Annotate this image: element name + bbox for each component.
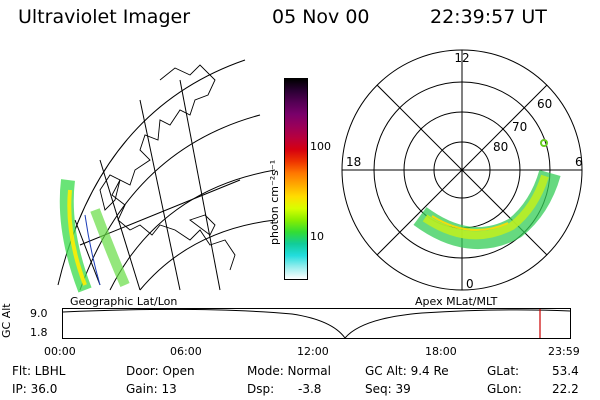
coastline-island — [99, 174, 121, 211]
timeline-frame — [62, 308, 571, 339]
colorbar-tick-10: 10 — [310, 230, 324, 243]
status-flt: Flt: LBHL — [12, 364, 66, 378]
map-graticule-blue — [84, 214, 101, 286]
status-seq: Seq: 39 — [365, 382, 411, 396]
coastline-sea — [189, 214, 216, 236]
time-label: 22:39:57 UT — [430, 6, 547, 28]
mlt-label-18: 18 — [346, 155, 361, 169]
status-glat-value: 53.4 — [552, 364, 579, 378]
lat-arc-3 — [109, 169, 275, 291]
lat-label-80: 80 — [493, 140, 508, 154]
colorbar-unit-label: photon cm⁻²s⁻¹ — [268, 159, 281, 245]
status-glon-value: 22.2 — [552, 382, 579, 396]
geographic-map — [57, 59, 275, 293]
coastline-north — [111, 64, 236, 271]
mlt-label-12: 12 — [454, 51, 469, 65]
lat-arc-1 — [57, 59, 246, 286]
timeline-xtick-2359: 23:59 — [548, 345, 580, 358]
lat-arc-2 — [79, 114, 261, 291]
lon-line-4 — [179, 79, 221, 291]
lat-arc-4 — [139, 219, 275, 291]
status-gain: Gain: 13 — [126, 382, 177, 396]
status-door: Door: Open — [126, 364, 195, 378]
timeline-y-label: GC Alt — [0, 303, 13, 338]
status-glon-label: GLon: — [487, 382, 522, 396]
date-label: 05 Nov 00 — [272, 6, 370, 28]
polar-plot-label: Apex MLat/MLT — [415, 295, 498, 308]
lon-line-2 — [99, 159, 141, 291]
timeline-xtick-1800: 18:00 — [425, 345, 457, 358]
status-mode: Mode: Normal — [247, 364, 331, 378]
polar-axis-diag-2 — [376, 84, 548, 256]
colorbar-tick-100: 100 — [310, 140, 331, 153]
mlt-label-6: 6 — [575, 155, 583, 169]
lon-line-3 — [139, 99, 181, 291]
geographic-map-label: Geographic Lat/Lon — [70, 295, 178, 308]
colorbar — [284, 78, 308, 280]
status-glat-label: GLat: — [487, 364, 520, 378]
status-ip: IP: 36.0 — [12, 382, 58, 396]
status-dsp-label: Dsp: — [247, 382, 275, 396]
timeline-xtick-1200: 12:00 — [297, 345, 329, 358]
aurora-oval-core — [422, 174, 549, 240]
timeline-xtick-0600: 06:00 — [170, 345, 202, 358]
timeline-ytick-1-8: 1.8 — [30, 326, 48, 339]
instrument-title: Ultraviolet Imager — [18, 6, 191, 28]
timeline-ytick-9: 9.0 — [30, 307, 48, 320]
mlt-label-0: 0 — [466, 277, 474, 291]
status-gc-alt: GC Alt: 9.4 Re — [365, 364, 449, 378]
lon-line-1 — [74, 219, 101, 286]
aurora-map-core — [67, 189, 87, 286]
timeline-altitude-curve — [62, 308, 571, 339]
polar-plot: 12 18 6 0 60 70 80 — [341, 49, 583, 291]
aurora-oval-peak — [431, 215, 509, 232]
satellite-marker — [540, 139, 548, 147]
status-dsp-value: -3.8 — [298, 382, 322, 396]
timeline-plot — [62, 308, 571, 339]
aurora-map-band-2 — [90, 208, 130, 287]
timeline-xtick-0000: 00:00 — [44, 345, 76, 358]
lat-label-60: 60 — [537, 97, 552, 111]
lat-label-70: 70 — [512, 120, 527, 134]
